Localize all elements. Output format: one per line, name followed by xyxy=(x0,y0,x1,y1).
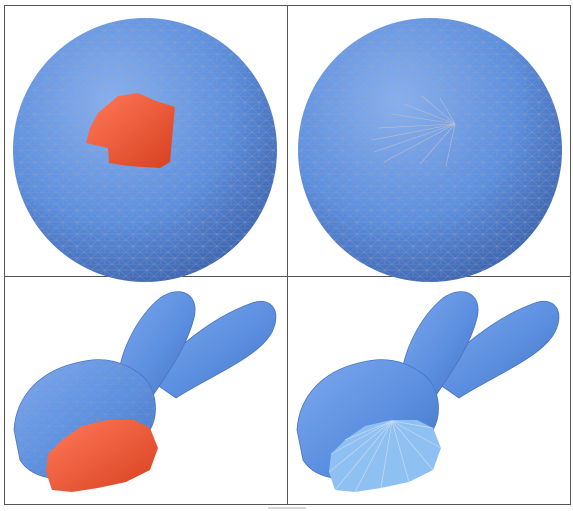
hole-patch xyxy=(46,420,158,492)
fan-patch xyxy=(329,420,441,492)
bunny-ear-back xyxy=(432,301,560,399)
panel-bunny-hole xyxy=(13,291,277,492)
panel-sphere-filled xyxy=(298,18,562,282)
hole-patch xyxy=(86,93,175,168)
caption-mark xyxy=(268,507,306,509)
fan-triangulation xyxy=(371,95,456,167)
bunny-ear-back xyxy=(149,301,277,399)
panel-bunny-filled xyxy=(296,291,560,493)
panel-sphere-hole xyxy=(13,18,277,282)
fan-triangulation xyxy=(328,420,442,493)
